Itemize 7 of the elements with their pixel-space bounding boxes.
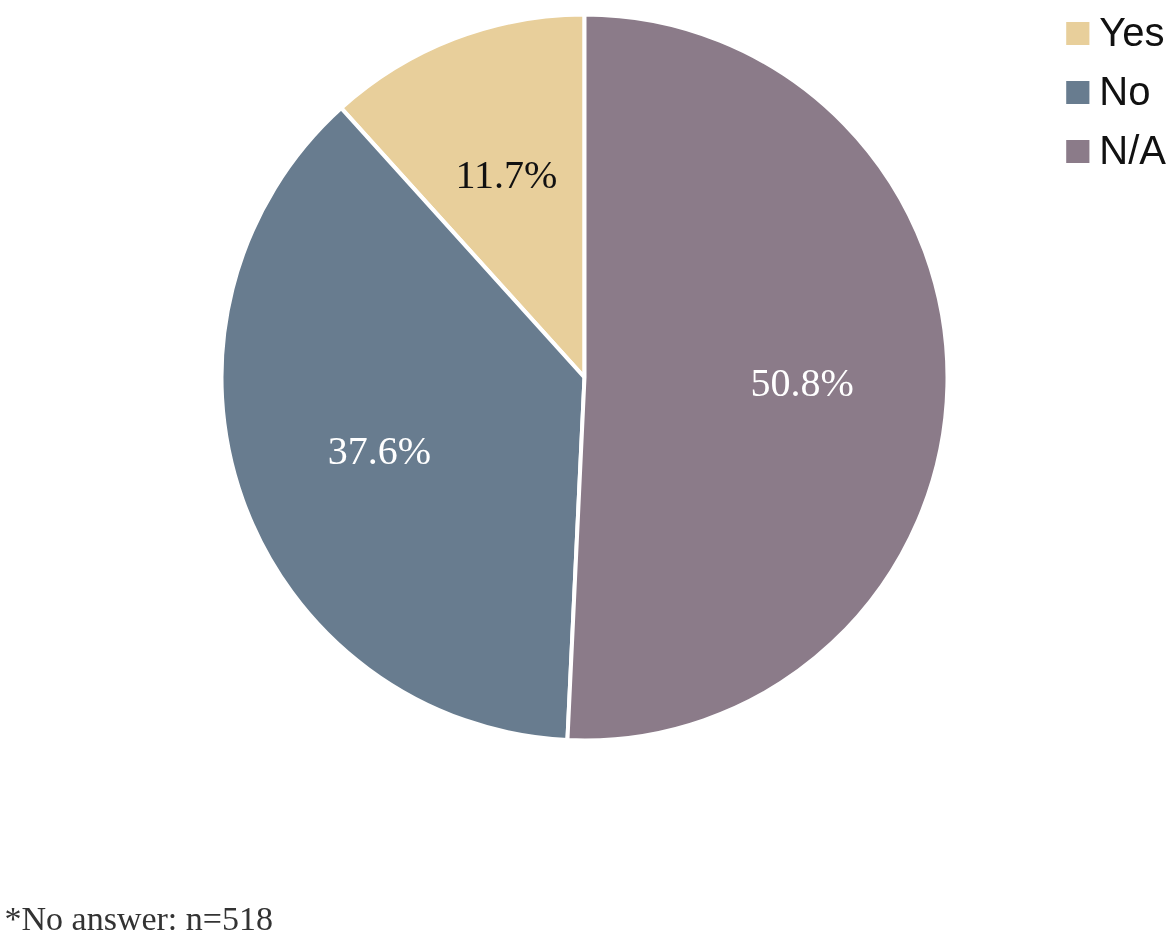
legend-label: Yes (1099, 10, 1165, 55)
legend-label: N/A (1099, 128, 1166, 173)
text: *No answer: n=518 (4, 900, 273, 937)
data-label: 50.8% (750, 360, 854, 406)
data-label: 11.7% (455, 151, 558, 197)
data-label: 37.6% (327, 428, 432, 474)
legend-label: No (1099, 69, 1151, 114)
